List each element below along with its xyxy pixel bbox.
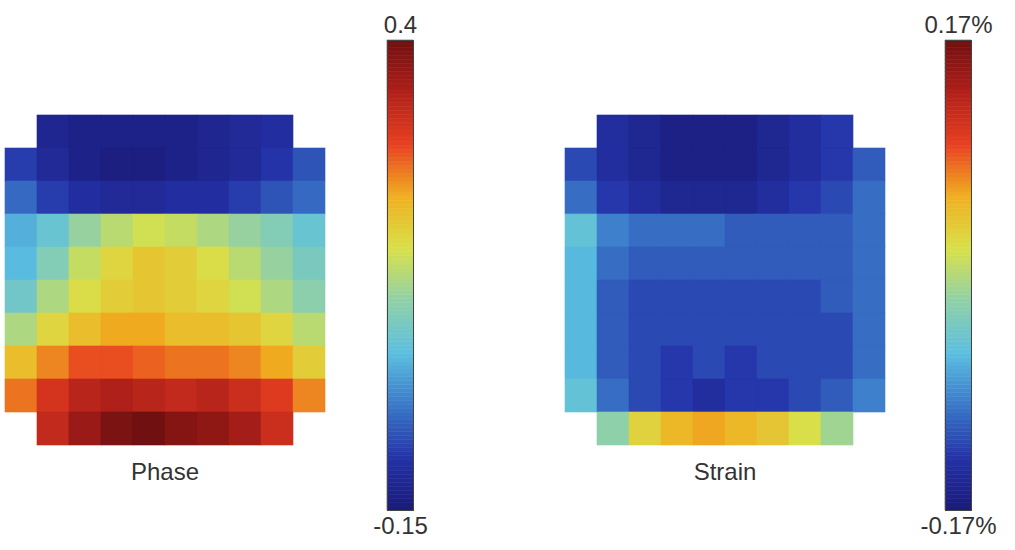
svg-text:-0.17%: -0.17% bbox=[920, 512, 996, 539]
html-text:Strain: Strain bbox=[693, 458, 757, 485]
html-text:Phase: Phase bbox=[131, 458, 199, 485]
svg-text:-0.15: -0.15 bbox=[373, 512, 428, 539]
svg-text:0.17%: 0.17% bbox=[924, 11, 992, 38]
svg-text:0.4: 0.4 bbox=[384, 11, 417, 38]
